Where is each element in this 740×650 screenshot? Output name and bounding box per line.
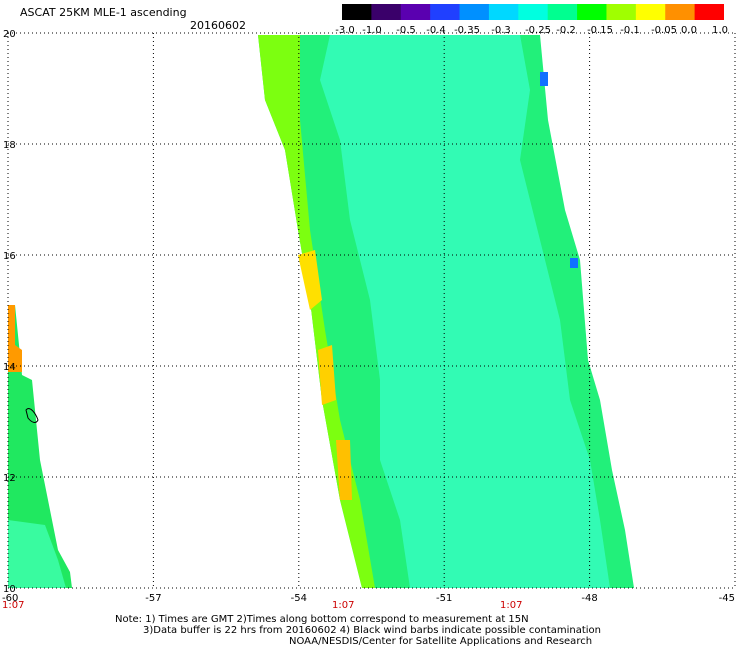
scatterometer-swath — [8, 35, 634, 588]
color-scale-swatch — [635, 4, 666, 20]
footnote-line-2: 3)Data buffer is 22 hrs from 20160602 4)… — [143, 625, 601, 636]
color-scale-label: -0.05 — [651, 25, 677, 36]
pass-time-label: 1:07 — [2, 600, 24, 611]
swath-cyan-core — [320, 35, 610, 588]
swath-blue-cell — [540, 72, 548, 86]
color-scale-label: -0.25 — [525, 25, 551, 36]
graticule — [7, 32, 736, 589]
pass-time-label: 1:07 — [500, 600, 522, 611]
latitude-tick-label: 10 — [3, 584, 16, 595]
footnote-line-3: NOAA/NESDIS/Center for Satellite Applica… — [289, 636, 593, 647]
longitude-tick-label: -54 — [291, 593, 307, 604]
color-scale-swatch — [488, 4, 519, 20]
longitude-tick-label: -45 — [719, 593, 735, 604]
pass-time-label: 1:07 — [332, 600, 354, 611]
color-scale-label: -3.0 — [335, 25, 355, 36]
color-scale-swatch — [371, 4, 402, 20]
color-scale-swatch — [665, 4, 696, 20]
swath-orange-patch — [8, 305, 22, 372]
color-scale-swatch — [459, 4, 490, 20]
latitude-tick-label: 18 — [3, 140, 16, 151]
color-scale-swatch — [400, 4, 431, 20]
color-scale-label: -0.5 — [396, 25, 416, 36]
swath-yellow-patch — [318, 345, 336, 405]
product-date: 20160602 — [190, 19, 246, 32]
color-scale-label: -0.4 — [426, 25, 446, 36]
swath-yellow-patch — [336, 440, 352, 500]
color-scale-swatch — [547, 4, 578, 20]
color-scale-labels: -3.0 -1.0 -0.5 -0.4 -0.35 -0.3 -0.25 -0.2 -0.15-… — [300, 25, 740, 39]
longitude-tick-label: -51 — [436, 593, 452, 604]
color-scale-swatch — [342, 4, 372, 20]
longitude-tick-label: -60 — [2, 593, 18, 604]
longitude-tick-label: -48 — [581, 593, 597, 604]
color-scale-label: -0.2 — [556, 25, 576, 36]
color-scale-label: -0.15 — [587, 25, 613, 36]
footnote-line-1: Note: 1) Times are GMT 2)Times along bot… — [115, 614, 529, 625]
swath-left-cyan — [8, 520, 66, 588]
swath-left-fill — [8, 305, 72, 588]
latitude-tick-label: 14 — [3, 362, 16, 373]
color-scale-swatch — [606, 4, 637, 20]
swath-blue-cell — [570, 258, 578, 268]
latitude-tick-label: 12 — [3, 473, 16, 484]
color-scale-swatch — [577, 4, 607, 20]
color-scale-label: -0.1 — [620, 25, 640, 36]
color-scale-label: -1.0 — [362, 25, 382, 36]
island-outline — [25, 408, 39, 423]
color-scale-label: 1.0 — [712, 25, 728, 36]
swath-yellow-patch — [298, 250, 322, 310]
color-scale-swatch — [430, 4, 461, 20]
color-scale-label: 0.0 — [681, 25, 697, 36]
color-scale-swatch — [694, 4, 724, 20]
color-scale-label: -0.3 — [491, 25, 511, 36]
longitude-tick-label: -57 — [145, 593, 161, 604]
latitude-tick-label: 20 — [3, 29, 16, 40]
latitude-tick-label: 16 — [3, 251, 16, 262]
color-scale-swatch — [518, 4, 549, 20]
color-scale-bar — [342, 4, 724, 20]
product-title: ASCAT 25KM MLE-1 ascending — [20, 6, 187, 19]
color-scale-label: -0.35 — [454, 25, 480, 36]
